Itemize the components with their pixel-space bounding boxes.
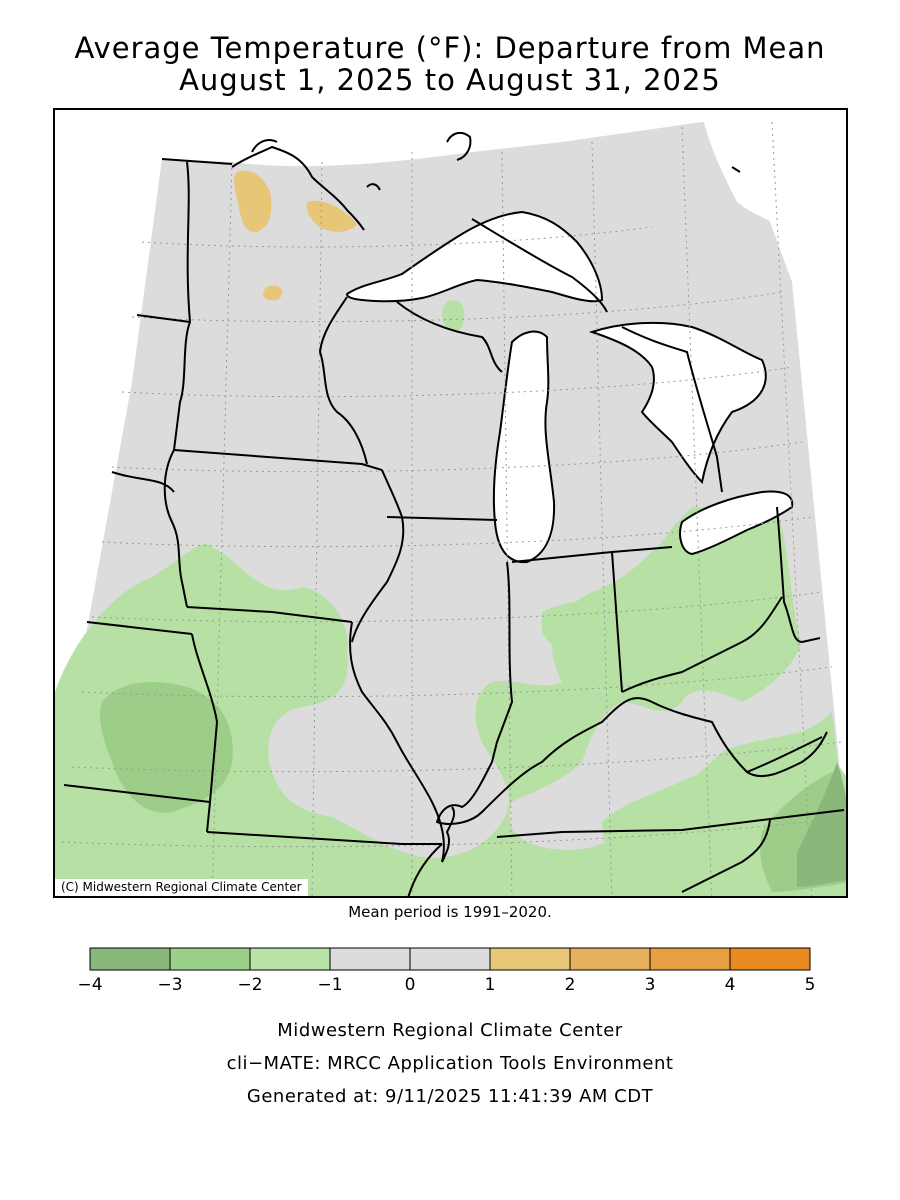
cool-anomaly-zone-minus1 [55,507,846,896]
mississippi-lower [407,843,443,896]
cool-anomaly-zone-upper-michigan [442,300,465,333]
mn-canada-boundary [161,158,233,165]
legend-swatch [729,947,811,971]
ks-ok-boundary [63,784,211,803]
ia-west [163,449,188,608]
legend-swatch [329,947,411,971]
wv-va [746,736,823,773]
copyright-label: (C) Midwestern Regional Climate Center [55,879,308,896]
tn-lower [681,819,771,893]
legend-tick-label: −1 [317,975,342,995]
warm-anomaly-zone-arrowhead [306,200,357,232]
map-frame: (C) Midwestern Regional Climate Center [53,108,848,898]
legend-tick-label: 3 [645,975,656,995]
sd-ne-boundary [111,471,175,493]
legend-tick-label: 1 [485,975,496,995]
lake-huron [588,321,767,485]
lake-michigan [492,330,556,564]
ks-mo-west [191,633,218,833]
legend-swatch [489,947,571,971]
state-boundaries [63,158,845,896]
legend-tick-label: 0 [405,975,416,995]
legend-tick-label: 5 [805,975,816,995]
mn-wi-boundary [319,296,368,465]
mn-ia-boundary [173,449,383,471]
cool-anomaly-zone-ohio-valley [542,600,731,669]
footer-organization: Midwestern Regional Climate Center [277,1020,623,1041]
ne-ks-boundary [86,621,193,635]
wi-mi-boundary [396,301,503,373]
footer-toolset: cli−MATE: MRCC Application Tools Environ… [226,1053,674,1074]
ky-tn-boundary [496,809,845,838]
lake-superior [345,210,604,303]
mo-ar-boundary [206,831,442,845]
legend-swatch [649,947,731,971]
cool-anomaly-zone-minus2-west [100,682,233,813]
legend-tick-label: −3 [157,975,182,995]
oh-ky-boundary [621,596,783,693]
legend-tick-label: −4 [77,975,102,995]
legend-tick-label: −2 [237,975,262,995]
ia-mo-boundary [186,606,353,623]
wi-west [351,469,405,643]
legend-tick-label: 4 [725,975,736,995]
mi-upper-peninsula-border [471,218,608,313]
warm-anomaly-zone-north-mn [234,170,272,233]
wi-il-boundary [386,516,498,521]
legend-swatch [169,947,251,971]
footer-generated-time: Generated at: 9/11/2025 11:41:39 AM CDT [246,1086,654,1107]
legend-swatch [409,947,491,971]
legend-swatch [89,947,171,971]
graticule [61,121,846,896]
in-oh-boundary [611,551,623,693]
mi-in-boundary [511,546,673,563]
nd-sd-boundary [136,314,191,323]
coastlines [231,131,741,231]
legend-swatch [569,947,651,971]
legend-swatch [249,947,331,971]
map-date-range: August 1, 2025 to August 31, 2025 [179,63,721,97]
legend-tick-label: 2 [565,975,576,995]
ohio-river [436,697,828,825]
mean-period-note: Mean period is 1991–2020. [348,903,552,921]
color-legend: −4 −3 −2 −1 0 1 2 3 4 5 [77,947,816,995]
oh-wv-boundary [776,506,821,643]
cool-anomaly-zone-minus3 [797,762,846,887]
map-title: Average Temperature (°F): Departure from… [74,31,826,65]
il-in-boundary [491,561,513,763]
warm-anomaly-zone-small [263,285,283,301]
ar-tn-river [441,806,456,863]
temperature-departure-map [55,112,846,896]
lake-ontario-edge [702,112,846,251]
mi-canada-line [621,326,723,493]
